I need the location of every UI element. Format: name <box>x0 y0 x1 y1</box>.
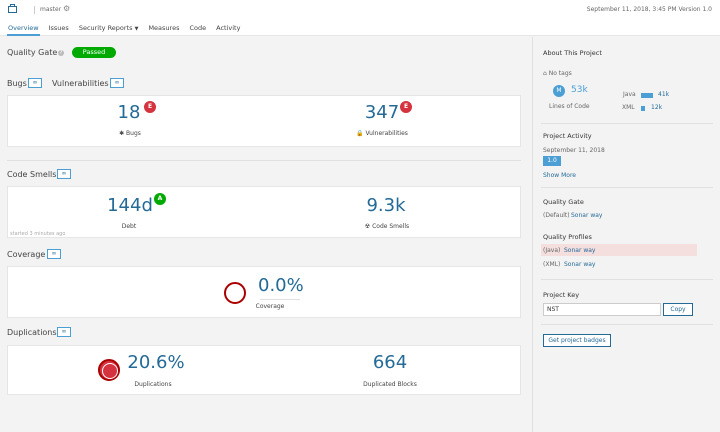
project-key-input[interactable]: NST <box>543 303 661 316</box>
coverage-title: Coverage <box>7 250 46 259</box>
code-smells-label: ☢ Code Smells <box>356 223 418 230</box>
duplicated-blocks-label: Duplicated Blocks <box>363 381 417 388</box>
maintainability-rating: A <box>154 193 166 205</box>
quality-gate-label: Quality Gate <box>7 48 58 57</box>
duplications-label: Duplications <box>134 381 172 388</box>
bugs-rating: E <box>144 101 156 113</box>
tag-icon: ⌂ <box>543 70 547 77</box>
project-activity-title: Project Activity <box>543 132 592 140</box>
code-smells-label-text: Code Smells <box>372 223 410 230</box>
coverage-label: Coverage <box>255 303 285 310</box>
bugs-label: ✱ Bugs <box>108 130 152 137</box>
duplications-donut-icon <box>98 359 120 381</box>
debt-label: Debt <box>121 223 137 230</box>
code-smells-title: Code Smells <box>7 170 57 179</box>
tab-issues[interactable]: Issues <box>48 24 69 32</box>
caret-down-icon: ▼ <box>134 26 139 32</box>
lines-of-code-value[interactable]: 53k <box>571 85 588 95</box>
bugs-link-icon[interactable]: ∞ <box>28 78 42 88</box>
top-bar: master ⚙ September 11, 2018, 3:45 PM Ver… <box>0 0 720 36</box>
project-sidebar: About This Project ⌂ No tags M 53k Lines… <box>532 37 720 432</box>
tab-measures[interactable]: Measures <box>148 24 180 32</box>
help-icon[interactable]: ? <box>58 50 64 56</box>
show-more-link[interactable]: Show More <box>543 172 576 179</box>
vulnerabilities-label-text: Vulnerabilities <box>365 130 408 137</box>
divider <box>541 123 713 124</box>
project-key-title: Project Key <box>543 291 580 299</box>
divider <box>541 279 713 280</box>
bugs-label-text: Bugs <box>126 130 141 137</box>
tab-security-reports-label: Security Reports <box>78 24 133 32</box>
tab-security-reports[interactable]: Security Reports ▼ <box>78 24 140 36</box>
quality-gate-link[interactable]: Sonar way <box>571 212 603 219</box>
quality-profile-java-link[interactable]: Sonar way <box>564 247 596 254</box>
bug-icon: ✱ <box>119 130 125 137</box>
analysis-date-version: September 11, 2018, 3:45 PM Version 1.0 <box>586 6 712 13</box>
coverage-underline <box>260 299 300 300</box>
tab-overview[interactable]: Overview <box>7 24 40 36</box>
coverage-donut-icon <box>224 282 246 304</box>
duplications-value[interactable]: 20.6% <box>127 352 185 373</box>
language-java-bar <box>641 93 653 98</box>
divider <box>541 187 713 188</box>
no-tags-text: No tags <box>548 70 572 77</box>
bugs-title: Bugs <box>7 79 27 88</box>
language-java-value[interactable]: 41k <box>658 91 670 98</box>
quality-gate-default-tag: (Default) <box>543 212 570 219</box>
code-smells-value[interactable]: 9.3k <box>366 195 406 216</box>
language-xml-value[interactable]: 12k <box>651 104 663 111</box>
language-java-label: Java <box>623 91 636 98</box>
about-title: About This Project <box>543 49 602 57</box>
bugs-value[interactable]: 18 <box>117 102 141 123</box>
duplications-link-icon[interactable]: ∞ <box>57 327 71 337</box>
lines-of-code-label: Lines of Code <box>549 103 590 110</box>
vulnerabilities-rating: E <box>400 101 412 113</box>
smell-icon: ☢ <box>364 223 371 230</box>
vulnerabilities-label: 🔒 Vulnerabilities <box>348 130 416 137</box>
sidebar-quality-gate-title: Quality Gate <box>543 198 584 206</box>
separator <box>34 6 35 14</box>
quality-gate-status-badge: Passed <box>72 47 116 58</box>
quality-profile-xml-link[interactable]: Sonar way <box>564 261 596 268</box>
lock-icon: 🔒 <box>356 130 364 137</box>
divider <box>541 324 713 325</box>
coverage-card: 0.0% Coverage <box>7 266 521 318</box>
duplications-card: 20.6% Duplications 664 Duplicated Blocks <box>7 345 521 395</box>
tags[interactable]: ⌂ No tags <box>543 70 572 77</box>
bugs-vulns-card: 18 E ✱ Bugs 347 E 🔒 Vulnerabilities <box>7 95 521 147</box>
code-smells-link-icon[interactable]: ∞ <box>57 169 71 179</box>
quality-profile-xml-lang: (XML) <box>543 261 561 268</box>
leak-period-started: started 3 minutes ago <box>10 231 66 237</box>
quality-profiles-title: Quality Profiles <box>543 233 592 241</box>
quality-profile-java-lang: (Java) <box>543 247 561 254</box>
language-xml-bar <box>641 106 645 111</box>
project-folder-icon <box>8 4 17 13</box>
duplications-title: Duplications <box>7 328 57 337</box>
overview-main: Quality Gate ? Passed Bugs ∞ Vulnerabili… <box>0 37 532 432</box>
activity-date: September 11, 2018 <box>543 147 605 154</box>
coverage-value[interactable]: 0.0% <box>258 275 304 296</box>
code-smells-card: 144d A Debt 9.3k ☢ Code Smells started 3… <box>7 186 521 238</box>
branch-name[interactable]: master <box>40 6 62 13</box>
project-nav: Overview Issues Security Reports ▼ Measu… <box>7 24 249 36</box>
coverage-link-icon[interactable]: ∞ <box>47 249 61 259</box>
branch-settings-icon[interactable]: ⚙ <box>63 4 71 13</box>
quality-profile-warning-row <box>541 244 697 256</box>
divider <box>7 160 521 161</box>
vulnerabilities-title: Vulnerabilities <box>52 79 109 88</box>
get-project-badges-button[interactable]: Get project badges <box>543 334 611 347</box>
debt-value[interactable]: 144d <box>107 195 153 216</box>
vulnerabilities-link-icon[interactable]: ∞ <box>110 78 124 88</box>
vulnerabilities-value[interactable]: 347 <box>364 102 400 123</box>
duplicated-blocks-value[interactable]: 664 <box>372 352 408 373</box>
loc-avatar: M <box>553 85 565 97</box>
language-xml-label: XML <box>622 104 635 111</box>
tab-activity[interactable]: Activity <box>216 24 241 32</box>
copy-button[interactable]: Copy <box>663 303 693 316</box>
tab-code[interactable]: Code <box>189 24 207 32</box>
activity-version-badge: 1.0 <box>543 156 561 166</box>
